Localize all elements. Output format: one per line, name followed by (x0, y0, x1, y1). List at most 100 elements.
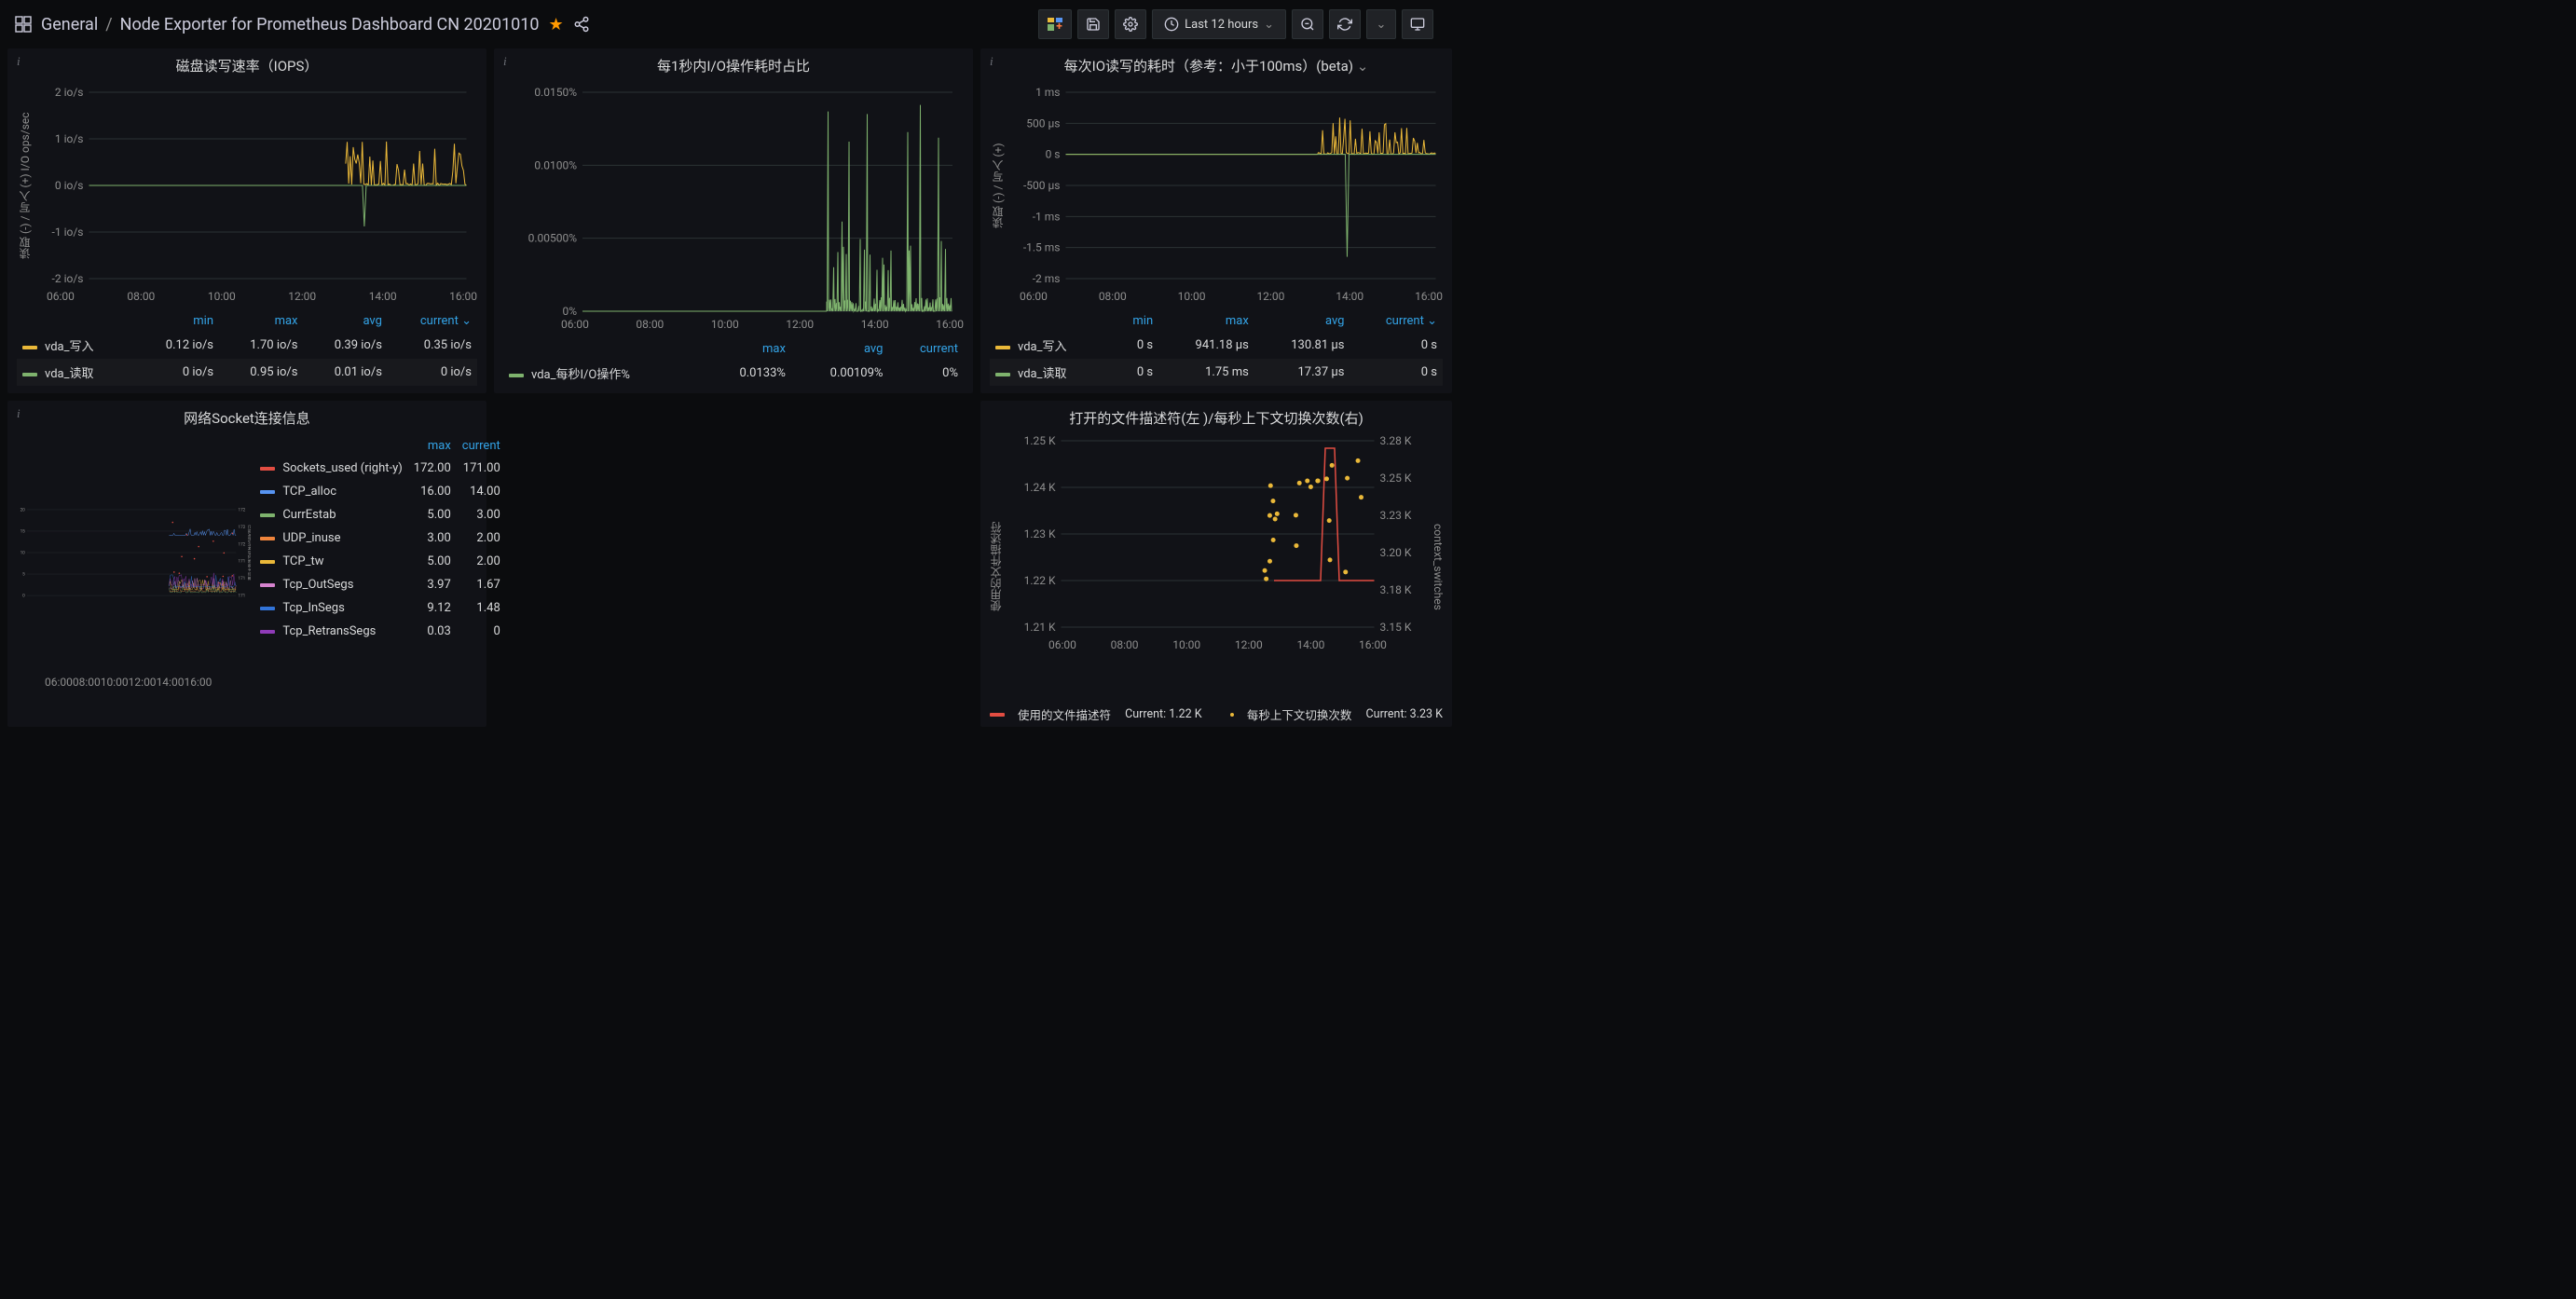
info-icon[interactable]: i (503, 54, 507, 69)
col-min[interactable]: min (1112, 310, 1158, 332)
col-max[interactable]: max (1158, 310, 1254, 332)
legend-row[interactable]: UDP_inuse3.002.00 (254, 526, 505, 550)
legend-row[interactable]: TCP_tw5.002.00 (254, 550, 505, 573)
col-max[interactable]: max (705, 338, 791, 360)
svg-text:3.18 K: 3.18 K (1380, 583, 1412, 596)
panel-disk-iops: i 磁盘读写速率（IOPS） 读取 (-) / 写入 (+) I/O ops/s… (7, 48, 486, 393)
legend-row[interactable]: Tcp_InSegs9.121.48 (254, 596, 505, 620)
legend-item[interactable]: 使用的文件描述符 Current: 1.22 K (990, 705, 1202, 723)
svg-text:3.23 K: 3.23 K (1380, 509, 1412, 522)
legend-table: min max avg current vda_写入0.12 io/s1.70 … (7, 307, 486, 393)
svg-text:-1.5 ms: -1.5 ms (1023, 241, 1061, 254)
col-max[interactable]: max (408, 435, 457, 457)
panel-fd-ctxswitch: 打开的文件描述符(左 )/每秒上下文切换次数(右) 使用的文件描述符 1.25 … (980, 401, 1452, 727)
x-tick: 06:00 (1048, 638, 1076, 651)
svg-text:172: 172 (239, 507, 246, 513)
col-min[interactable]: min (135, 310, 219, 332)
svg-text:0.00500%: 0.00500% (528, 232, 578, 245)
x-tick: 08:00 (127, 290, 155, 303)
legend-row[interactable]: Tcp_OutSegs3.971.67 (254, 573, 505, 596)
legend-row[interactable]: vda_读取0 io/s0.95 io/s0.01 io/s0 io/s (17, 359, 477, 386)
svg-text:500 µs: 500 µs (1026, 116, 1060, 130)
chart-svg: 20151050172172172171171171已使用的所有协议套接字总量 (15, 431, 251, 674)
legend-row[interactable]: Sockets_used (right-y)172.00171.00 (254, 457, 505, 480)
x-tick: 14:00 (861, 318, 889, 331)
panel-title[interactable]: 每次IO读写的耗时（参考：小于100ms）(beta) ⌄ (980, 48, 1452, 79)
x-tick: 12:00 (1256, 290, 1284, 303)
legend-row[interactable]: vda_读取0 s1.75 ms17.37 µs0 s (990, 359, 1443, 386)
panel-io-latency: i 每次IO读写的耗时（参考：小于100ms）(beta) ⌄ 读取 (-) /… (980, 48, 1452, 393)
x-tick: 16:00 (1359, 638, 1387, 651)
refresh-interval-dropdown[interactable]: ⌄ (1366, 9, 1396, 39)
chevron-down-icon: ⌄ (1264, 18, 1274, 32)
add-panel-button[interactable]: + (1038, 9, 1072, 39)
zoom-out-button[interactable] (1292, 9, 1323, 39)
info-icon[interactable]: i (17, 54, 21, 69)
svg-text:1.24 K: 1.24 K (1024, 481, 1056, 494)
x-tick: 10:00 (1178, 290, 1206, 303)
svg-text:0 s: 0 s (1046, 148, 1061, 161)
panel-title[interactable]: 打开的文件描述符(左 )/每秒上下文切换次数(右) (980, 401, 1452, 431)
svg-text:3.25 K: 3.25 K (1380, 472, 1412, 485)
svg-text:20: 20 (21, 507, 26, 513)
legend-row[interactable]: CurrEstab5.003.00 (254, 503, 505, 526)
x-tick: 16:00 (449, 290, 477, 303)
breadcrumb-folder[interactable]: General (41, 15, 98, 34)
x-tick: 10:00 (1172, 638, 1200, 651)
col-max[interactable]: max (219, 310, 303, 332)
breadcrumb-sep: / (105, 15, 112, 34)
dashboard-grid-icon[interactable] (15, 16, 32, 33)
x-tick: 12:00 (1235, 638, 1263, 651)
svg-text:171: 171 (239, 576, 246, 581)
x-tick: 08:00 (1099, 290, 1127, 303)
chart-svg: 0.0150%0.0100%0.00500%0% (501, 83, 966, 316)
x-tick: 14:00 (1296, 638, 1324, 651)
star-icon[interactable]: ★ (548, 15, 563, 34)
x-tick: 06:00 (561, 318, 589, 331)
svg-text:3.20 K: 3.20 K (1380, 546, 1412, 559)
legend-row[interactable]: vda_每秒I/O操作%0.0133%0.00109%0% (503, 360, 964, 387)
x-tick: 08:00 (636, 318, 664, 331)
legend-row[interactable]: vda_写入0 s941.18 µs130.81 µs0 s (990, 332, 1443, 359)
x-tick: 08:00 (73, 676, 101, 689)
share-icon[interactable] (573, 16, 590, 33)
col-current[interactable]: current (888, 338, 964, 360)
x-tick: 14:00 (1336, 290, 1363, 303)
col-avg[interactable]: avg (303, 310, 387, 332)
col-avg[interactable]: avg (1254, 310, 1350, 332)
col-current[interactable]: current (1350, 310, 1443, 332)
legend-row[interactable]: vda_写入0.12 io/s1.70 io/s0.39 io/s0.35 io… (17, 332, 477, 359)
svg-text:2 io/s: 2 io/s (55, 86, 84, 99)
panel-title[interactable]: 磁盘读写速率（IOPS） (7, 48, 486, 79)
time-range-picker[interactable]: Last 12 hours ⌄ (1152, 9, 1286, 39)
svg-text:已使用的所有协议套接字总量: 已使用的所有协议套接字总量 (246, 525, 251, 581)
svg-text:15: 15 (21, 529, 26, 535)
col-current[interactable]: current (457, 435, 506, 457)
svg-text:-2 ms: -2 ms (1033, 272, 1061, 285)
panel-title[interactable]: 网络Socket连接信息 (7, 401, 486, 431)
x-tick: 12:00 (288, 290, 316, 303)
col-current[interactable]: current (388, 310, 477, 332)
legend-row[interactable]: Tcp_RetransSegs0.030 (254, 620, 505, 643)
info-icon[interactable]: i (17, 406, 21, 421)
info-icon[interactable]: i (990, 54, 993, 69)
save-button[interactable] (1077, 9, 1109, 39)
y-axis-label-left: 使用的文件描述符 (986, 431, 1006, 702)
y-axis-label: 读取 (-) / 写入 (+) (988, 83, 1007, 288)
x-tick: 12:00 (129, 676, 157, 689)
x-tick: 06:00 (45, 676, 73, 689)
panel-socket-info: i 网络Socket连接信息 2015105017217217217117117… (7, 401, 486, 727)
panel-title[interactable]: 每1秒内I/O操作耗时占比 (494, 48, 973, 79)
x-tick: 16:00 (936, 318, 964, 331)
svg-text:1.23 K: 1.23 K (1024, 527, 1056, 540)
tv-mode-button[interactable] (1402, 9, 1433, 39)
x-tick: 10:00 (208, 290, 236, 303)
settings-button[interactable] (1115, 9, 1146, 39)
refresh-button[interactable] (1329, 9, 1361, 39)
legend-row[interactable]: TCP_alloc16.0014.00 (254, 480, 505, 503)
x-tick: 14:00 (157, 676, 185, 689)
x-tick: 10:00 (101, 676, 129, 689)
legend-item[interactable]: 每秒上下文切换次数 Current: 3.23 K (1230, 705, 1443, 723)
col-avg[interactable]: avg (791, 338, 889, 360)
breadcrumb-title[interactable]: Node Exporter for Prometheus Dashboard C… (120, 15, 540, 34)
